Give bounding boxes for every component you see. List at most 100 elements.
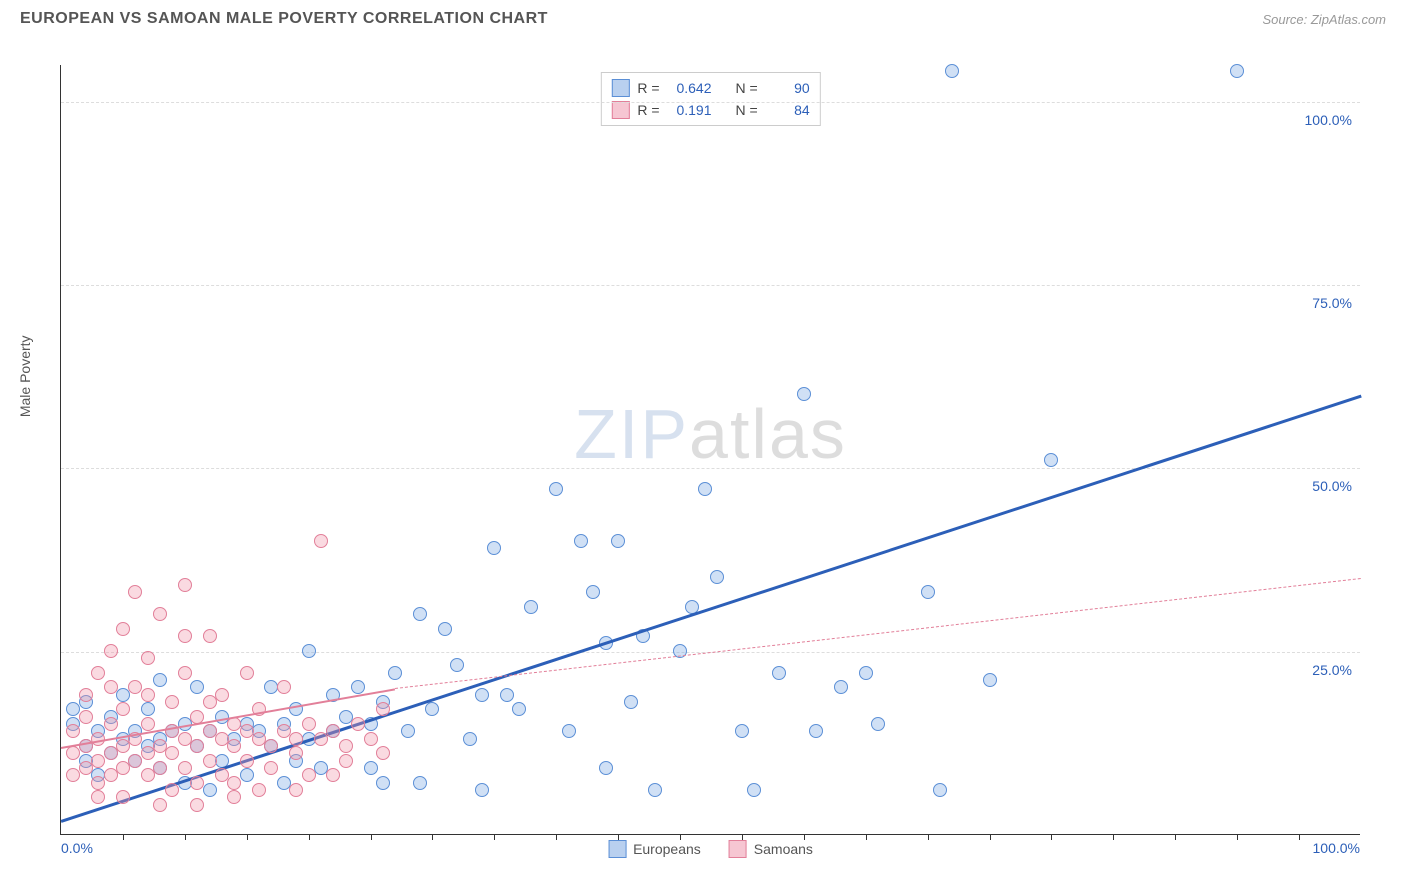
data-point: [376, 746, 390, 760]
data-point: [611, 534, 625, 548]
data-point: [203, 695, 217, 709]
n-value-europeans: 90: [766, 77, 810, 99]
legend-swatch-samoans: [611, 101, 629, 119]
y-axis-label: Male Poverty: [17, 335, 33, 417]
data-point: [364, 761, 378, 775]
data-point: [79, 710, 93, 724]
data-point: [450, 658, 464, 672]
data-point: [91, 666, 105, 680]
data-point: [549, 482, 563, 496]
xtick-mark: [1237, 834, 1238, 840]
data-point: [1230, 64, 1244, 78]
data-point: [648, 783, 662, 797]
data-point: [264, 739, 278, 753]
correlation-legend: R = 0.642 N = 90 R = 0.191 N = 84: [600, 72, 820, 126]
data-point: [178, 578, 192, 592]
data-point: [302, 768, 316, 782]
data-point: [190, 776, 204, 790]
data-point: [859, 666, 873, 680]
data-point: [289, 783, 303, 797]
data-point: [252, 783, 266, 797]
data-point: [190, 739, 204, 753]
xtick-mark: [1299, 834, 1300, 840]
legend-label-europeans: Europeans: [633, 841, 701, 857]
data-point: [809, 724, 823, 738]
data-point: [128, 585, 142, 599]
data-point: [983, 673, 997, 687]
data-point: [413, 776, 427, 790]
legend-item-europeans: Europeans: [608, 840, 701, 858]
data-point: [178, 629, 192, 643]
data-point: [141, 702, 155, 716]
trendline: [395, 578, 1361, 689]
data-point: [203, 783, 217, 797]
legend-row-europeans: R = 0.642 N = 90: [611, 77, 809, 99]
data-point: [945, 64, 959, 78]
xtick-label-right: 100.0%: [1313, 840, 1360, 856]
data-point: [871, 717, 885, 731]
data-point: [141, 688, 155, 702]
data-point: [797, 387, 811, 401]
data-point: [1044, 453, 1058, 467]
r-value-europeans: 0.642: [668, 77, 712, 99]
data-point: [364, 732, 378, 746]
data-point: [227, 776, 241, 790]
watermark: ZIPatlas: [574, 394, 847, 474]
chart-area: Male Poverty ZIPatlas R = 0.642 N = 90 R…: [50, 55, 1370, 845]
data-point: [203, 629, 217, 643]
xtick-mark: [247, 834, 248, 840]
data-point: [512, 702, 526, 716]
gridline: [61, 285, 1360, 286]
legend-swatch-europeans: [608, 840, 626, 858]
data-point: [165, 695, 179, 709]
data-point: [141, 717, 155, 731]
data-point: [351, 717, 365, 731]
data-point: [314, 534, 328, 548]
xtick-label-left: 0.0%: [61, 840, 93, 856]
data-point: [141, 651, 155, 665]
ytick-label: 100.0%: [1305, 112, 1352, 128]
xtick-mark: [309, 834, 310, 840]
data-point: [79, 688, 93, 702]
data-point: [178, 666, 192, 680]
data-point: [772, 666, 786, 680]
data-point: [351, 680, 365, 694]
data-point: [388, 666, 402, 680]
data-point: [178, 761, 192, 775]
trendline: [61, 395, 1362, 823]
data-point: [289, 732, 303, 746]
data-point: [203, 754, 217, 768]
data-point: [104, 680, 118, 694]
data-point: [710, 570, 724, 584]
data-point: [104, 644, 118, 658]
data-point: [413, 607, 427, 621]
xtick-mark: [742, 834, 743, 840]
data-point: [153, 798, 167, 812]
data-point: [339, 739, 353, 753]
scatter-plot: ZIPatlas R = 0.642 N = 90 R = 0.191 N = …: [60, 65, 1360, 835]
data-point: [66, 724, 80, 738]
data-point: [735, 724, 749, 738]
data-point: [302, 717, 316, 731]
header: EUROPEAN VS SAMOAN MALE POVERTY CORRELAT…: [0, 0, 1406, 33]
data-point: [475, 783, 489, 797]
data-point: [376, 776, 390, 790]
xtick-mark: [185, 834, 186, 840]
xtick-mark: [494, 834, 495, 840]
n-label: N =: [736, 77, 758, 99]
data-point: [339, 754, 353, 768]
data-point: [91, 790, 105, 804]
data-point: [586, 585, 600, 599]
data-point: [190, 680, 204, 694]
data-point: [227, 739, 241, 753]
xtick-mark: [371, 834, 372, 840]
data-point: [277, 680, 291, 694]
chart-title: EUROPEAN VS SAMOAN MALE POVERTY CORRELAT…: [20, 10, 548, 28]
xtick-mark: [928, 834, 929, 840]
xtick-mark: [432, 834, 433, 840]
legend-swatch-samoans: [729, 840, 747, 858]
data-point: [289, 746, 303, 760]
data-point: [116, 790, 130, 804]
series-legend: Europeans Samoans: [608, 840, 813, 858]
source-label: Source: ZipAtlas.com: [1262, 12, 1386, 27]
